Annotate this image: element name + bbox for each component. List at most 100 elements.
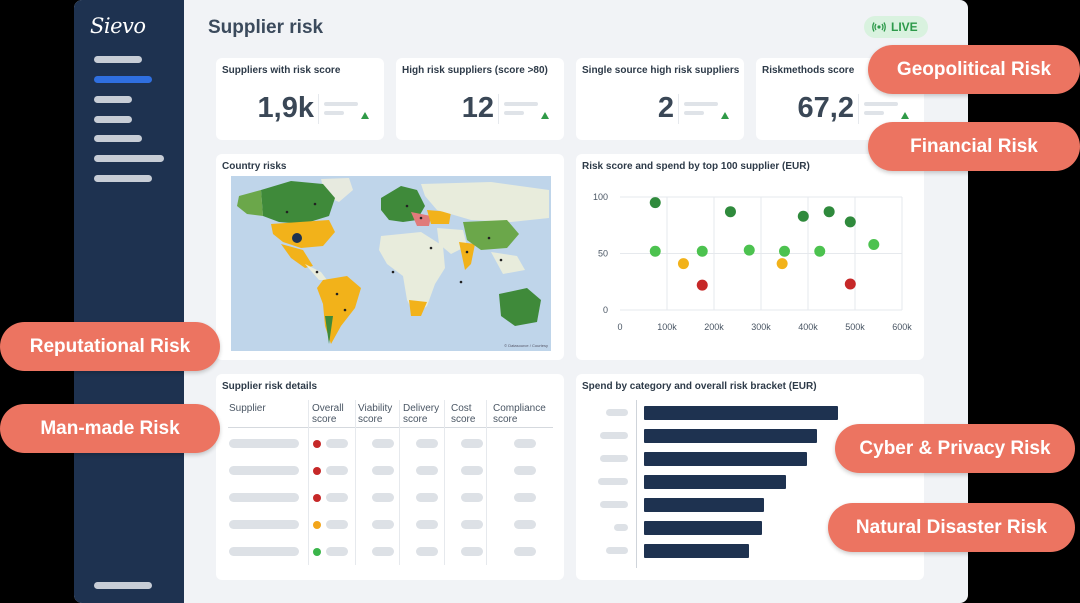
scatter-point[interactable] [776, 258, 788, 270]
kpi-value: 12 [461, 92, 494, 124]
table-row[interactable] [216, 547, 564, 559]
supplier-name-placeholder [229, 547, 299, 556]
scatter-point[interactable] [779, 245, 790, 257]
score-placeholder [514, 520, 536, 529]
card-title: Country risks [222, 161, 287, 172]
category-label-placeholder [606, 547, 628, 554]
card-title: Spend by category and overall risk brack… [582, 381, 817, 392]
kpi-card-suppliers[interactable]: Suppliers with risk score 1,9k [216, 58, 384, 140]
spend-bar[interactable] [644, 429, 817, 443]
category-label-placeholder [600, 501, 628, 508]
scatter-point[interactable] [649, 245, 661, 257]
score-placeholder [461, 466, 483, 475]
score-placeholder [416, 439, 438, 448]
bar-axis-line [636, 400, 637, 568]
column-divider [486, 400, 487, 565]
supplier-name-placeholder [229, 520, 299, 529]
column-divider [444, 400, 445, 565]
scatter-point[interactable] [743, 244, 755, 256]
sidebar-item-6[interactable] [94, 155, 164, 162]
supplier-name-placeholder [229, 466, 299, 475]
map-attribution: © Datasource / Courtesy [504, 343, 548, 348]
score-placeholder [372, 547, 394, 556]
sidebar-item-3[interactable] [94, 96, 132, 103]
scatter-point[interactable] [814, 245, 826, 257]
column-divider [399, 400, 400, 565]
table-row[interactable] [216, 466, 564, 478]
x-tick-label: 300k [751, 322, 771, 332]
risk-status-dot [313, 466, 321, 475]
sidebar-item-7[interactable] [94, 175, 152, 182]
kpi-card-single-source[interactable]: Single source high risk suppliers 2 [576, 58, 744, 140]
kpi-value: 67,2 [797, 92, 854, 124]
column-header-overall-score[interactable]: Overall score [312, 403, 344, 425]
y-tick-label: 50 [598, 249, 608, 259]
x-tick-label: 600k [892, 322, 912, 332]
sidebar-item-4[interactable] [94, 116, 132, 123]
scatter-chart[interactable]: 0 100k 200k 300k 400k 500k 600k 0 50 100 [576, 154, 924, 360]
spend-bar[interactable] [644, 406, 838, 420]
scatter-point[interactable] [649, 197, 661, 209]
score-placeholder [514, 493, 536, 502]
logo[interactable]: Sievo [90, 14, 146, 38]
kpi-card-high-risk[interactable]: High risk suppliers (score >80) 12 [396, 58, 564, 140]
card-title: Risk score and spend by top 100 supplier… [582, 161, 810, 172]
scatter-point[interactable] [844, 216, 856, 228]
supplier-risk-details-card: Supplier risk details Supplier Overall s… [216, 374, 564, 580]
live-signal-icon [872, 22, 886, 32]
y-tick-label: 0 [603, 305, 608, 315]
spend-bar[interactable] [644, 475, 786, 489]
score-placeholder [326, 547, 348, 556]
spend-bar[interactable] [644, 498, 765, 512]
column-header-cost-score[interactable]: Cost score [451, 403, 476, 425]
dashboard-window: Sievo Supplier risk LIVE Suppliers with … [74, 0, 968, 603]
column-header-viability-score[interactable]: Viability score [358, 403, 393, 425]
column-header-compliance-score[interactable]: Compliance score [493, 403, 546, 425]
risk-status-dot [313, 493, 321, 502]
x-tick-label: 100k [657, 322, 677, 332]
spend-bar[interactable] [644, 521, 763, 535]
spend-bar[interactable] [644, 452, 807, 466]
score-placeholder [514, 439, 536, 448]
world-map[interactable] [231, 176, 551, 351]
scatter-chart-card: Risk score and spend by top 100 supplier… [576, 154, 924, 360]
spend-bar[interactable] [644, 544, 749, 558]
x-tick-label: 0 [617, 322, 622, 332]
category-label-placeholder [614, 524, 628, 531]
scatter-point[interactable] [677, 258, 689, 270]
card-title: Supplier risk details [222, 381, 318, 392]
scatter-point[interactable] [868, 238, 880, 250]
sidebar-item-1[interactable] [94, 56, 142, 63]
column-header-delivery-score[interactable]: Delivery score [403, 403, 440, 425]
financial-risk-badge: Financial Risk [868, 122, 1080, 171]
score-placeholder [326, 466, 348, 475]
column-header-supplier[interactable]: Supplier [229, 403, 266, 414]
scatter-point[interactable] [797, 210, 809, 222]
y-tick-label: 100 [593, 192, 608, 202]
sidebar-item-5[interactable] [94, 135, 142, 142]
table-row[interactable] [216, 439, 564, 451]
sidebar-item-bottom[interactable] [94, 582, 152, 589]
score-placeholder [416, 466, 438, 475]
scatter-point[interactable] [696, 245, 708, 257]
supplier-name-placeholder [229, 439, 299, 448]
scatter-point[interactable] [844, 278, 856, 290]
score-placeholder [514, 547, 536, 556]
kpi-title: Single source high risk suppliers [582, 65, 740, 76]
table-row[interactable] [216, 520, 564, 532]
score-placeholder [326, 493, 348, 502]
scatter-point[interactable] [724, 206, 736, 218]
trend-up-icon [721, 112, 729, 119]
table-row[interactable] [216, 493, 564, 505]
live-badge[interactable]: LIVE [864, 16, 928, 38]
score-placeholder [461, 493, 483, 502]
page-title: Supplier risk [208, 17, 324, 38]
score-placeholder [416, 520, 438, 529]
scatter-point[interactable] [823, 206, 835, 218]
sidebar-item-supplier-risk[interactable] [94, 76, 152, 83]
score-placeholder [461, 547, 483, 556]
scatter-point[interactable] [696, 279, 708, 291]
trend-up-icon [541, 112, 549, 119]
trend-up-icon [361, 112, 369, 119]
sidebar: Sievo [74, 0, 184, 603]
